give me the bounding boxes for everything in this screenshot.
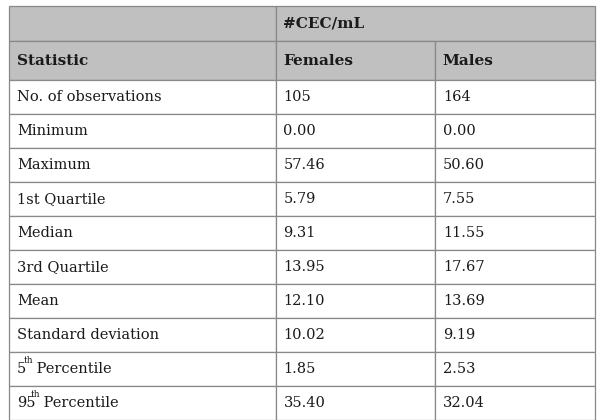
Bar bbox=[275, 250, 435, 284]
Bar bbox=[9, 148, 275, 182]
Text: 11.55: 11.55 bbox=[443, 226, 484, 240]
Text: 2.53: 2.53 bbox=[443, 362, 475, 376]
Text: 0.00: 0.00 bbox=[443, 124, 475, 138]
Text: 164: 164 bbox=[443, 90, 471, 104]
Bar bbox=[275, 386, 435, 420]
Text: 12.10: 12.10 bbox=[283, 294, 325, 308]
Text: 1st Quartile: 1st Quartile bbox=[17, 192, 106, 206]
Text: No. of observations: No. of observations bbox=[17, 90, 161, 104]
Text: Standard deviation: Standard deviation bbox=[17, 328, 159, 342]
Text: 17.67: 17.67 bbox=[443, 260, 484, 274]
Bar bbox=[9, 352, 275, 386]
Text: Median: Median bbox=[17, 226, 73, 240]
Text: 1.85: 1.85 bbox=[283, 362, 316, 376]
Text: 9.31: 9.31 bbox=[283, 226, 316, 240]
Text: Maximum: Maximum bbox=[17, 158, 91, 172]
Text: 3rd Quartile: 3rd Quartile bbox=[17, 260, 109, 274]
Bar bbox=[435, 386, 595, 420]
Bar bbox=[9, 114, 275, 148]
Bar bbox=[275, 182, 435, 216]
Text: 9.19: 9.19 bbox=[443, 328, 475, 342]
Text: 10.02: 10.02 bbox=[283, 328, 325, 342]
Text: 57.46: 57.46 bbox=[283, 158, 325, 172]
Text: Minimum: Minimum bbox=[17, 124, 88, 138]
Text: 35.40: 35.40 bbox=[283, 396, 326, 410]
Text: th: th bbox=[24, 356, 33, 365]
Bar bbox=[275, 41, 435, 80]
Text: 50.60: 50.60 bbox=[443, 158, 485, 172]
Bar bbox=[435, 182, 595, 216]
Bar bbox=[435, 352, 595, 386]
Text: 32.04: 32.04 bbox=[443, 396, 485, 410]
Text: Mean: Mean bbox=[17, 294, 59, 308]
Text: 13.95: 13.95 bbox=[283, 260, 325, 274]
Text: th: th bbox=[31, 390, 40, 399]
Text: Males: Males bbox=[443, 54, 493, 68]
Bar bbox=[9, 216, 275, 250]
Bar bbox=[9, 80, 275, 114]
Bar bbox=[275, 284, 435, 318]
Text: 7.55: 7.55 bbox=[443, 192, 475, 206]
Bar bbox=[435, 41, 595, 80]
Text: 5: 5 bbox=[17, 362, 26, 376]
Bar bbox=[435, 216, 595, 250]
Bar bbox=[275, 352, 435, 386]
Text: 5.79: 5.79 bbox=[283, 192, 316, 206]
Text: 13.69: 13.69 bbox=[443, 294, 484, 308]
Bar bbox=[435, 80, 595, 114]
Bar bbox=[9, 318, 275, 352]
Bar bbox=[275, 318, 435, 352]
Bar bbox=[9, 250, 275, 284]
Text: #CEC/mL: #CEC/mL bbox=[283, 17, 365, 31]
Bar bbox=[275, 114, 435, 148]
Bar bbox=[435, 148, 595, 182]
Text: Statistic: Statistic bbox=[17, 54, 88, 68]
Bar bbox=[9, 284, 275, 318]
Bar bbox=[9, 182, 275, 216]
Text: Percentile: Percentile bbox=[32, 362, 112, 376]
Bar bbox=[275, 216, 435, 250]
Bar bbox=[435, 284, 595, 318]
Bar bbox=[275, 148, 435, 182]
Bar bbox=[435, 114, 595, 148]
Bar bbox=[9, 6, 275, 41]
Bar bbox=[275, 6, 595, 41]
Bar bbox=[435, 318, 595, 352]
Text: 105: 105 bbox=[283, 90, 311, 104]
Bar bbox=[275, 80, 435, 114]
Text: 0.00: 0.00 bbox=[283, 124, 316, 138]
Bar bbox=[9, 386, 275, 420]
Text: 95: 95 bbox=[17, 396, 36, 410]
Bar bbox=[435, 250, 595, 284]
Bar bbox=[9, 41, 275, 80]
Text: Females: Females bbox=[283, 54, 353, 68]
Text: Percentile: Percentile bbox=[39, 396, 119, 410]
